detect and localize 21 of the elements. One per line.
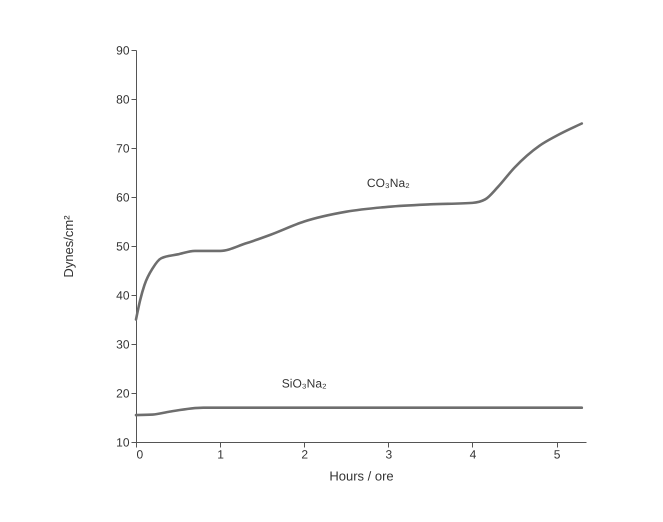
series-label: CO₃Na₂ [366, 176, 410, 190]
line-series [134, 122, 584, 321]
y-tick-label: 10 [116, 436, 130, 450]
series-label: SiO₃Na₂ [282, 376, 328, 391]
x-tick-label: 1 [217, 448, 224, 462]
x-tick-label: 4 [470, 448, 477, 462]
y-tick-label: 40 [116, 288, 130, 302]
y-tick-label: 80 [116, 92, 130, 106]
y-tick-label: 20 [116, 386, 130, 400]
y-tick-label: 30 [116, 338, 130, 352]
x-axis-title: Hours / ore [329, 468, 394, 484]
y-tick-label: 60 [116, 190, 130, 204]
x-tick-label: 0 [136, 448, 144, 462]
line-series [134, 406, 584, 416]
x-tick-label: 5 [554, 448, 561, 462]
y-tick-label: 50 [116, 240, 130, 254]
y-axis-title: Dynes/cm² [61, 214, 76, 278]
y-tick-label: 70 [116, 142, 130, 156]
x-tick-label: 2 [301, 448, 308, 462]
x-tick-label: 3 [385, 448, 392, 462]
y-tick-label: 90 [116, 44, 130, 58]
